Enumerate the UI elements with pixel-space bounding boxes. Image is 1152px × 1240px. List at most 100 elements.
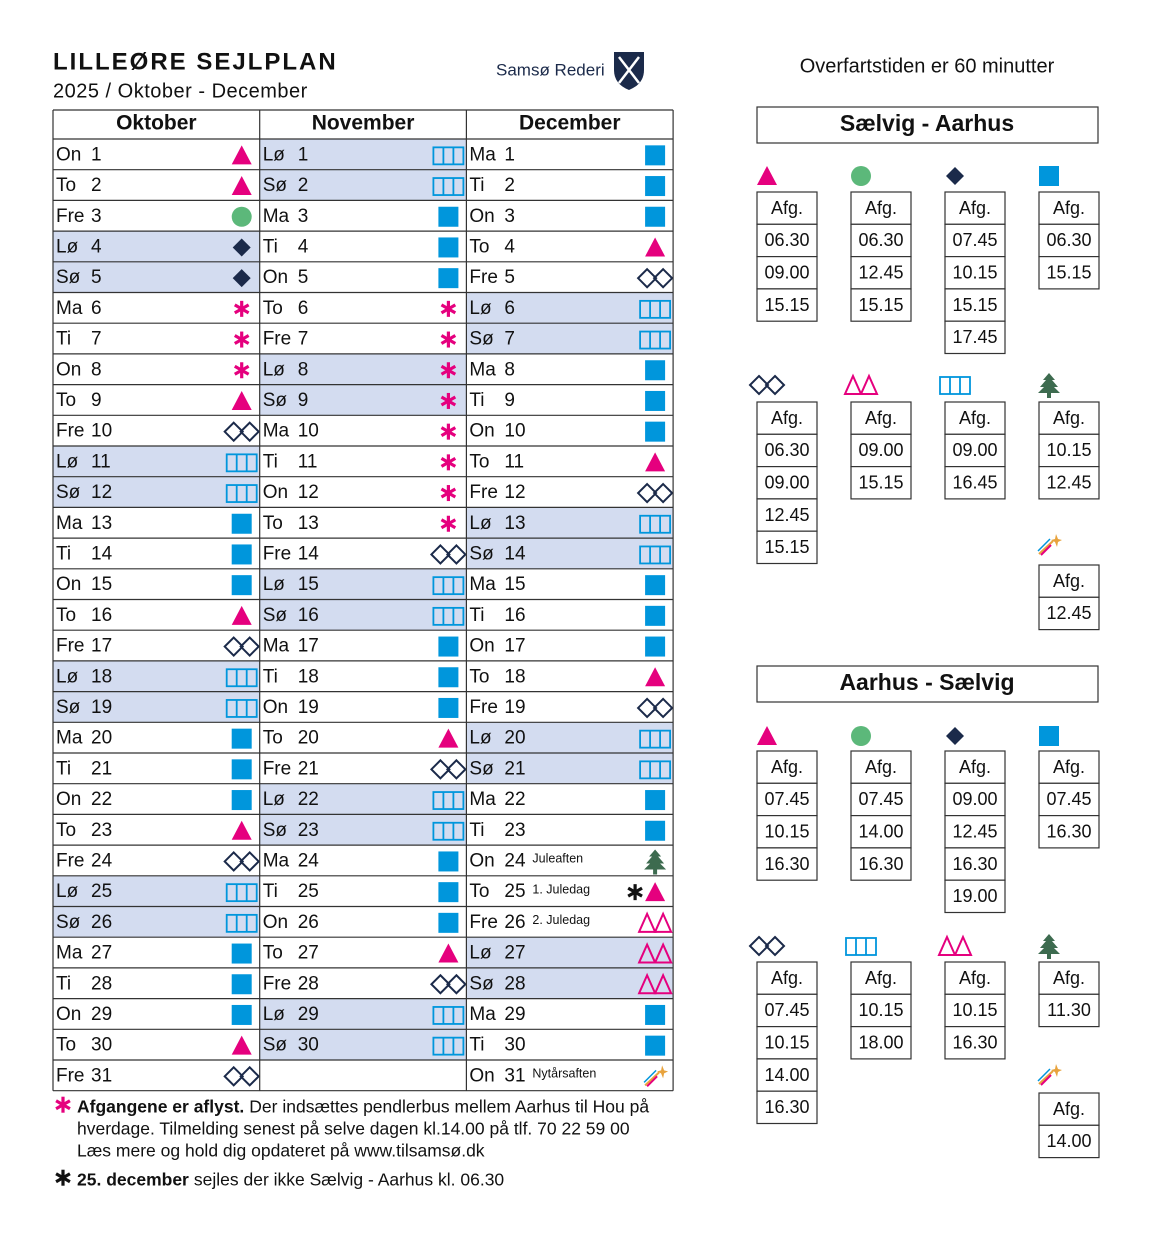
time-header: Afg. <box>1053 1099 1085 1119</box>
day-number: 31 <box>91 1065 112 1086</box>
weekday: Lø <box>263 789 286 810</box>
icon-part <box>432 177 465 196</box>
day-number: 27 <box>298 943 319 964</box>
day-number: 13 <box>91 513 112 534</box>
weekday: On <box>56 789 81 810</box>
icon-part <box>231 605 252 625</box>
day-number: 17 <box>298 636 319 657</box>
weekday: Ti <box>56 329 71 350</box>
icon-part <box>1051 1064 1062 1077</box>
weekday: Ti <box>469 605 484 626</box>
footnote-bold: Afgangene er aflyst. <box>77 1096 244 1116</box>
icon-part <box>223 851 245 872</box>
departure-time: 10.15 <box>952 1000 997 1020</box>
weekday: Sø <box>263 1035 288 1056</box>
month-header: November <box>312 112 415 135</box>
icon-square <box>645 820 666 841</box>
icon-square <box>645 145 666 166</box>
icon-part <box>231 390 252 410</box>
icon-part <box>440 334 457 345</box>
day-number: 18 <box>91 666 112 687</box>
brand-logo <box>614 52 644 90</box>
day-number: 25 <box>91 881 112 902</box>
icon-part <box>438 912 459 933</box>
icon-part <box>644 849 667 875</box>
weekday: To <box>469 236 489 257</box>
day-number: 19 <box>91 697 112 718</box>
weekday: Fre <box>263 329 292 350</box>
icon-part <box>429 973 451 995</box>
icon-part <box>645 605 666 626</box>
time-header: Afg. <box>865 198 897 218</box>
day-number: 22 <box>298 789 319 810</box>
icon-part <box>645 145 666 166</box>
icon-tree <box>644 849 667 875</box>
weekend-shade <box>53 875 260 907</box>
icon-bars <box>639 545 671 565</box>
icon-square <box>231 974 252 995</box>
day-number: 7 <box>504 329 515 350</box>
icon-part <box>1038 373 1060 398</box>
icon-part <box>231 544 252 565</box>
icon-part <box>231 759 252 780</box>
weekend-shade <box>466 507 674 539</box>
icon-diamond <box>946 167 964 185</box>
day-number: 26 <box>504 912 525 933</box>
icon-square <box>231 728 252 749</box>
icon-part <box>645 421 666 442</box>
icon-part <box>432 1036 465 1056</box>
weekday: On <box>263 912 288 933</box>
icon-part <box>645 360 666 381</box>
icon-triangle <box>231 820 252 840</box>
icon-square <box>438 912 459 933</box>
time-header: Afg. <box>959 968 991 988</box>
icon-part <box>225 484 258 503</box>
icon-part <box>636 697 658 719</box>
day-number: 22 <box>91 789 112 810</box>
weekday: To <box>56 1035 76 1056</box>
weekday: Lø <box>263 574 286 595</box>
time-cell <box>944 879 1006 914</box>
weekend-shade <box>259 353 467 385</box>
icon-bars <box>639 729 671 749</box>
weekend-shade <box>53 476 260 508</box>
icon-square <box>231 575 252 596</box>
icon-part <box>851 726 871 746</box>
day-number: 19 <box>298 697 319 718</box>
weekend-shade <box>259 814 467 846</box>
icon-part <box>645 452 666 472</box>
icon-part <box>233 364 250 376</box>
icon-diamond <box>946 727 964 745</box>
time-cell <box>944 750 1006 784</box>
icon-square <box>231 1004 252 1025</box>
icon-diamonds <box>636 267 674 289</box>
time-cell <box>756 288 818 322</box>
weekday: Lø <box>263 1004 286 1025</box>
departure-time: 14.00 <box>764 1065 809 1085</box>
time-header: Afg. <box>959 757 991 777</box>
weekend-shade <box>259 599 467 631</box>
icon-bars <box>639 330 671 350</box>
day-number: 20 <box>298 728 319 749</box>
icon-square <box>438 882 459 903</box>
icon-part <box>231 974 252 995</box>
weekday: On <box>56 574 81 595</box>
time-header: Afg. <box>1053 198 1085 218</box>
time-cell <box>756 223 818 258</box>
weekday: Ma <box>469 789 496 810</box>
weekday: Ma <box>263 421 290 442</box>
weekday: Fre <box>56 1065 85 1086</box>
day-number: 27 <box>91 943 112 964</box>
icon-part <box>232 238 251 257</box>
icon-tree <box>1038 373 1060 398</box>
icon-square <box>438 636 459 657</box>
icon-part <box>239 851 261 872</box>
weekday: Sø <box>263 390 288 411</box>
icon-square <box>645 176 666 197</box>
weekday: Fre <box>56 850 85 871</box>
weekday: To <box>263 298 283 319</box>
day-number: 29 <box>504 1004 525 1025</box>
day-number: 2 <box>504 175 515 196</box>
icon-triangle <box>231 176 252 196</box>
icon-mountains <box>637 972 673 995</box>
